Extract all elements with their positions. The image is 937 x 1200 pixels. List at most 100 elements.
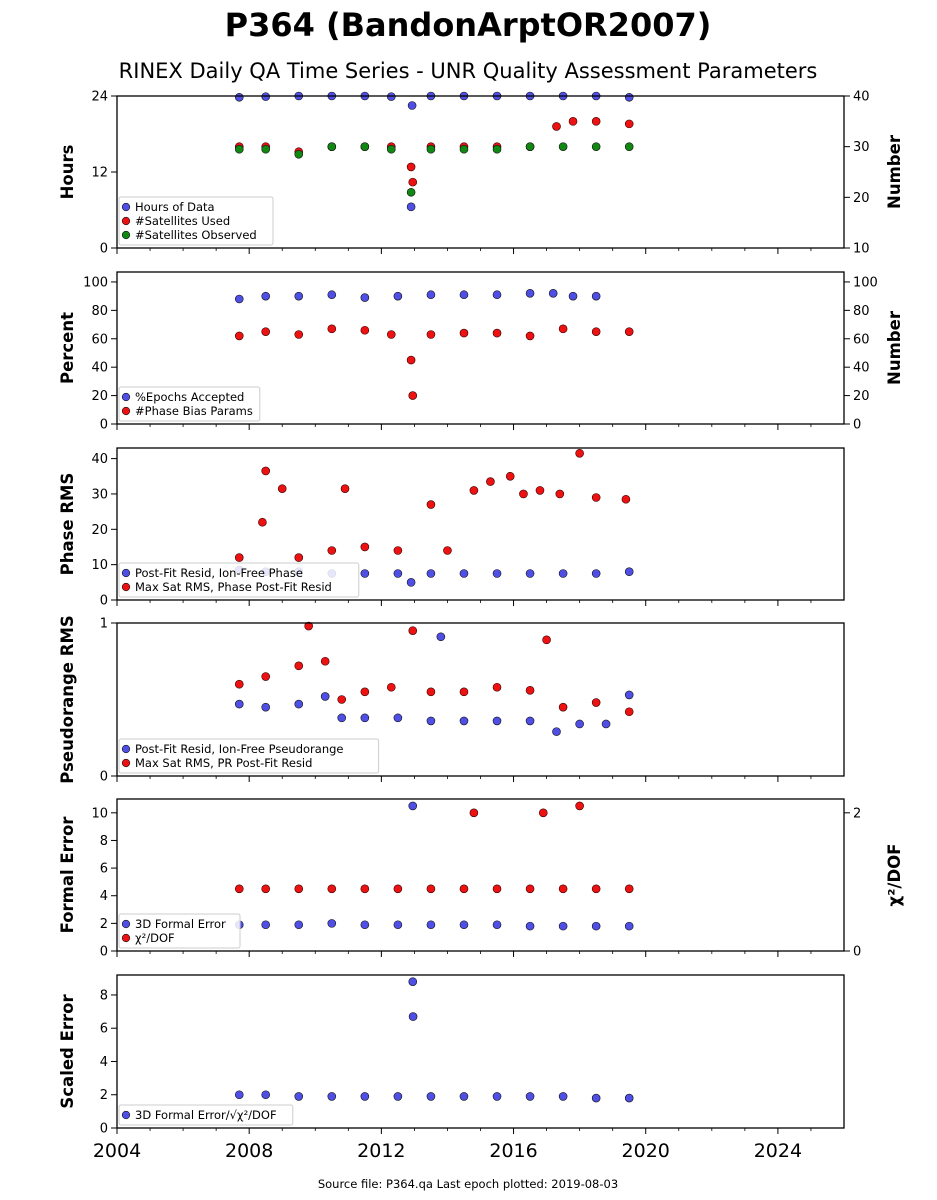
series-1-point xyxy=(426,920,436,930)
y-right-tick-label: 30 xyxy=(853,140,870,155)
series-1-point xyxy=(327,1092,337,1101)
series-2-point xyxy=(591,327,601,336)
series-2-point xyxy=(234,331,244,341)
y-right-tick-label: 0 xyxy=(853,945,861,960)
series-3-point xyxy=(591,142,601,151)
series-1-point xyxy=(492,569,502,578)
y-right-tick-label: 10 xyxy=(853,242,870,257)
series-1-point xyxy=(525,569,535,578)
series-2-point xyxy=(621,494,631,504)
x-tick-label: 2004 xyxy=(93,1140,141,1162)
series-1-point xyxy=(459,716,469,726)
series-1-point xyxy=(426,569,436,578)
legend-marker xyxy=(121,919,131,929)
legend-label: Max Sat RMS, Phase Post-Fit Resid xyxy=(135,580,332,594)
legend-box xyxy=(118,738,380,774)
series-1-point xyxy=(459,1092,469,1101)
series-2-point xyxy=(360,884,370,894)
y-right-tick-label: 20 xyxy=(853,191,870,206)
x-tick-label: 2020 xyxy=(622,1140,670,1162)
series-3-point xyxy=(624,142,634,151)
series-1-point xyxy=(234,294,244,304)
legend-marker xyxy=(121,202,131,212)
series-1-point xyxy=(408,801,418,811)
series-1-point xyxy=(408,1012,418,1021)
series-2-point xyxy=(624,119,634,129)
series-2-point xyxy=(591,493,601,502)
y-tick-label: 2 xyxy=(100,917,108,932)
series-3-point xyxy=(234,144,244,154)
legend-marker xyxy=(121,216,131,226)
series-1-point xyxy=(393,713,403,723)
y-axis-label: Formal Error xyxy=(58,816,77,934)
y-tick-label: 10 xyxy=(91,806,108,821)
series-2-point xyxy=(492,682,502,692)
series-1-point xyxy=(406,202,416,212)
series-2-point xyxy=(591,884,601,894)
series-1-point xyxy=(436,632,446,642)
panel-frame xyxy=(116,95,845,249)
series-2-point xyxy=(360,687,370,697)
series-1-point xyxy=(407,101,417,110)
series-1-point xyxy=(393,291,403,301)
y-right-tick-label: 0 xyxy=(853,418,861,433)
series-1-point xyxy=(459,920,469,930)
series-3-point xyxy=(558,142,568,151)
series-1-point xyxy=(558,1092,568,1101)
series-2-point xyxy=(406,355,416,365)
y-axis-label: Phase RMS xyxy=(58,473,77,576)
panel-frame xyxy=(116,271,845,425)
panel-3: 0 10 20 30 40 Phase RMS Post-Fit Resid, Ion-Fr… xyxy=(58,447,845,609)
panel-frame xyxy=(116,622,845,777)
series-2-point xyxy=(386,682,396,692)
series-1-point xyxy=(337,713,347,723)
series-1-point xyxy=(426,1092,436,1101)
series-2-point xyxy=(519,489,528,499)
series-2-point xyxy=(277,484,287,493)
series-2-point xyxy=(426,500,436,509)
series-2-point xyxy=(294,330,304,339)
series-1-point xyxy=(624,1093,634,1103)
series-2-point xyxy=(408,177,418,187)
y-tick-label: 80 xyxy=(91,304,108,319)
y-tick-label: 12 xyxy=(91,166,108,181)
series-2-point xyxy=(525,331,535,341)
series-1-point xyxy=(624,690,634,700)
series-1-point xyxy=(492,920,502,930)
panel-6: 0 2 4 6 8 2004 2008 2012 2016 2020 2024 Scaled Erro… xyxy=(58,974,845,1162)
y-right-tick-label: 40 xyxy=(853,90,870,105)
series-2-point xyxy=(624,884,634,894)
y-tick-label: 0 xyxy=(100,1122,108,1137)
legend-marker xyxy=(121,1110,131,1120)
y-axis-label: Hours xyxy=(58,144,77,199)
series-1-point xyxy=(558,921,568,931)
series-1-point xyxy=(591,569,601,578)
legend-label: 3D Formal Error xyxy=(135,917,226,931)
series-2-point xyxy=(386,330,396,339)
series-2-point xyxy=(327,324,337,334)
series-1-point xyxy=(360,920,370,930)
y-tick-label: 10 xyxy=(91,558,108,573)
series-2-point xyxy=(624,327,634,336)
series-1-point xyxy=(624,567,634,577)
series-2-point xyxy=(408,626,418,635)
series-1-point xyxy=(552,727,561,736)
series-1-point xyxy=(591,921,601,931)
series-2-point xyxy=(340,484,350,493)
y-right-axis-label: Number xyxy=(885,134,904,209)
y-tick-label: 40 xyxy=(91,361,108,376)
y-tick-label: 8 xyxy=(100,988,108,1003)
series-3-point xyxy=(525,142,535,151)
series-1-point xyxy=(261,291,271,301)
legend-label: Hours of Data xyxy=(135,200,215,214)
y-axis-label: Scaled Error xyxy=(58,994,77,1109)
series-2-point xyxy=(426,330,436,339)
series-1-point xyxy=(525,289,535,298)
y-axis-label: Percent xyxy=(58,312,77,384)
series-2-point xyxy=(261,672,271,681)
y-tick-label: 6 xyxy=(100,862,108,877)
series-1-point xyxy=(459,290,469,300)
series-2-point xyxy=(552,122,561,131)
y-tick-label: 6 xyxy=(100,1022,108,1037)
